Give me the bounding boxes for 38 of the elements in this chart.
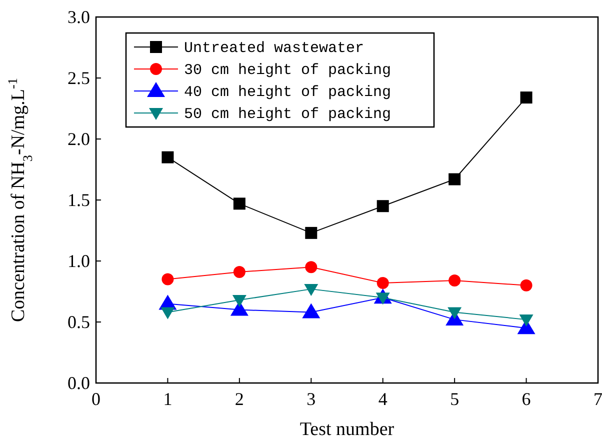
point	[448, 274, 461, 287]
x-tick-label: 5	[450, 389, 460, 409]
point	[160, 307, 175, 320]
y-tick-label: 2.0	[68, 129, 90, 149]
y-tick-label: 3.0	[68, 7, 90, 27]
point	[520, 279, 532, 292]
y-tick-label: 0.5	[68, 312, 90, 332]
x-tick-label: 6	[522, 389, 531, 409]
legend-label: 40 cm height of packing	[184, 84, 392, 101]
point	[376, 200, 389, 212]
point	[233, 266, 246, 278]
point	[305, 226, 318, 239]
y-tick-label: 1.0	[68, 251, 90, 271]
point	[162, 151, 174, 164]
point	[520, 92, 532, 104]
x-tick-label: 4	[378, 389, 388, 409]
x-tick-label: 1	[163, 389, 172, 409]
y-tick-label: 2.5	[68, 68, 90, 88]
point	[519, 314, 534, 327]
legend-label: Untreated wastewater	[184, 40, 364, 57]
y-tick-label: 0.0	[68, 373, 90, 393]
point	[232, 295, 246, 308]
y-tick-label: 1.5	[68, 190, 90, 210]
point	[376, 276, 389, 289]
point	[162, 273, 174, 286]
legend-label: 30 cm height of packing	[184, 62, 392, 79]
x-tick-label: 7	[594, 389, 602, 409]
x-tick-label: 2	[234, 389, 244, 409]
point	[448, 173, 461, 186]
point	[233, 198, 246, 210]
x-tick-label: 3	[306, 389, 316, 409]
legend-label: 50 cm height of packing	[184, 106, 392, 123]
point	[304, 284, 318, 296]
point	[305, 261, 318, 274]
point	[448, 307, 462, 320]
x-tick-label: 0	[92, 389, 100, 409]
x-axis-title: Test number	[300, 419, 395, 440]
point	[302, 303, 320, 318]
